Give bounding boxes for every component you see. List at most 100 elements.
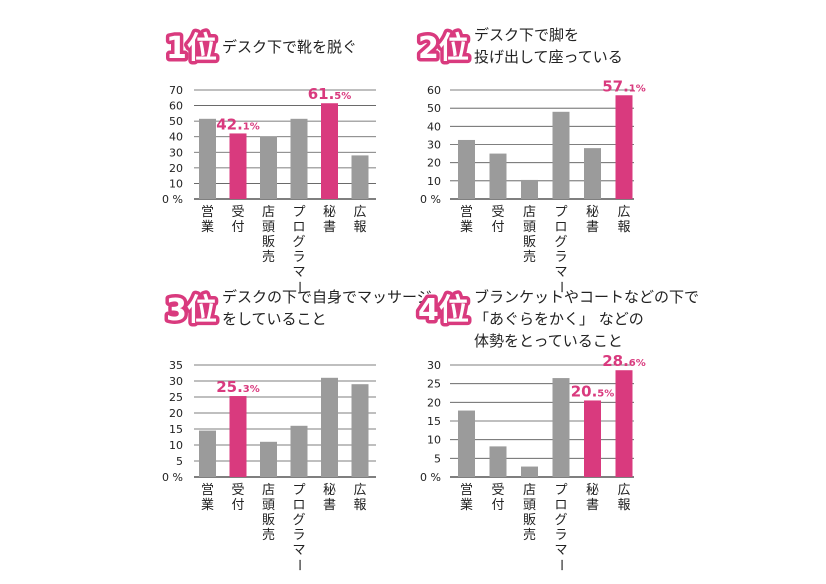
- chart-title-line: 「あぐらをかく」 などの: [474, 310, 644, 328]
- chart-title-line: デスク下で靴を脱ぐ: [222, 38, 357, 56]
- bar-value-label: 20.5%: [571, 382, 615, 400]
- category-label-char: 報: [353, 220, 366, 235]
- category-label-char: 営: [201, 205, 214, 220]
- category-label-char: 頭: [523, 498, 536, 513]
- category-label-char: 書: [323, 498, 336, 513]
- y-tick-label: 20: [427, 396, 441, 409]
- category-label-char: 店: [523, 483, 536, 498]
- bar-value-label: 42.1%: [216, 115, 260, 133]
- bar-秘書: [584, 148, 601, 199]
- category-label-char: ロ: [292, 498, 305, 513]
- bar-value-label: 61.5%: [308, 85, 352, 103]
- category-label-char: 秘: [323, 483, 336, 498]
- y-tick-label: 10: [169, 177, 183, 190]
- category-label-char: 頭: [262, 498, 275, 513]
- category-label-char: 報: [353, 498, 366, 513]
- category-label-char: 秘: [586, 483, 599, 498]
- category-label-char: ー: [553, 558, 568, 571]
- category-label-char: プ: [292, 205, 305, 220]
- category-label-char: 頭: [523, 220, 536, 235]
- category-label-char: 受: [231, 483, 244, 498]
- category-label-char: ロ: [292, 220, 305, 235]
- category-label-char: 付: [491, 220, 504, 235]
- chart-title-line: をしていること: [222, 310, 327, 328]
- bar-value-label: 28.6%: [602, 352, 646, 370]
- category-label-char: ラ: [292, 528, 305, 543]
- category-label-char: 業: [201, 497, 214, 513]
- category-label-char: グ: [292, 513, 305, 528]
- category-label-char: 売: [523, 249, 536, 265]
- category-label-char: プ: [292, 483, 305, 498]
- category-label-char: 付: [231, 220, 244, 235]
- category-label-char: マ: [292, 265, 305, 280]
- y-tick-label: 50: [169, 115, 183, 128]
- y-tick-label: 60: [169, 100, 183, 113]
- category-label-char: 秘: [586, 205, 599, 220]
- y-tick-label: 0 %: [162, 193, 183, 206]
- y-tick-label: 35: [169, 359, 183, 372]
- y-tick-label: 25: [427, 378, 441, 391]
- y-tick-label: 15: [427, 415, 441, 428]
- y-tick-label: 30: [169, 146, 183, 159]
- category-label-char: ー: [291, 558, 306, 571]
- bar-営業: [458, 139, 475, 199]
- y-tick-label: 25: [169, 391, 183, 404]
- y-tick-label: 30: [427, 139, 441, 152]
- y-tick-label: 10: [427, 434, 441, 447]
- chart-panel-1: 1位 デスク下で靴を脱ぐ 0 % 10 20 30 40 50 60 70 営業 42.1% 受付 店頭販…: [162, 28, 376, 294]
- category-label-char: 営: [460, 205, 473, 220]
- category-label-char: ー: [553, 280, 568, 293]
- category-label-char: ラ: [554, 250, 567, 265]
- category-label-char: 広: [353, 205, 366, 220]
- bar-プログラマー: [552, 378, 570, 477]
- y-tick-label: 10: [169, 439, 183, 452]
- rank-badge: 1位: [166, 31, 217, 66]
- bar-秘書: [321, 377, 338, 477]
- chart-title-line: ブランケットやコートなどの下で: [474, 288, 699, 306]
- category-label-char: ロ: [554, 498, 567, 513]
- category-label-char: 店: [262, 483, 275, 498]
- rank-badge: 2位: [418, 31, 469, 66]
- category-label-char: 頭: [262, 220, 275, 235]
- category-label-char: 報: [617, 220, 630, 235]
- bar-営業: [199, 430, 216, 477]
- bar-value-label: 25.3%: [216, 378, 260, 396]
- bar-営業: [199, 118, 216, 199]
- category-label-char: プ: [554, 483, 567, 498]
- chart-title-line: デスク下で脚を: [474, 26, 579, 44]
- category-label-char: マ: [292, 543, 305, 558]
- bar-店頭販売: [521, 179, 538, 199]
- category-label-char: ラ: [554, 528, 567, 543]
- category-label-char: 書: [586, 220, 599, 235]
- y-tick-label: 40: [427, 120, 441, 133]
- category-label-char: 業: [460, 219, 473, 235]
- bar-広報: [351, 384, 369, 477]
- category-label-char: 秘: [323, 205, 336, 220]
- bar-秘書: [321, 103, 338, 199]
- bar-広報: [615, 95, 633, 199]
- category-label-char: 販: [523, 513, 536, 528]
- category-label-char: 販: [262, 513, 275, 528]
- category-label-char: 広: [617, 205, 630, 220]
- y-tick-label: 5: [176, 455, 183, 468]
- category-label-char: 販: [523, 235, 536, 250]
- category-label-char: 業: [201, 219, 214, 235]
- y-tick-label: 20: [427, 157, 441, 170]
- bar-プログラマー: [552, 111, 570, 199]
- category-label-char: 広: [617, 483, 630, 498]
- bar-営業: [458, 410, 475, 477]
- category-label-char: 報: [617, 498, 630, 513]
- category-label-char: マ: [554, 265, 567, 280]
- y-tick-label: 20: [169, 407, 183, 420]
- bar-広報: [615, 370, 633, 477]
- y-tick-label: 30: [169, 375, 183, 388]
- bar-店頭販売: [521, 466, 538, 477]
- category-label-char: グ: [554, 235, 567, 250]
- rank-badge: 3位: [166, 293, 217, 328]
- category-label-char: 業: [460, 497, 473, 513]
- category-label-char: 受: [231, 205, 244, 220]
- category-label-char: プ: [554, 205, 567, 220]
